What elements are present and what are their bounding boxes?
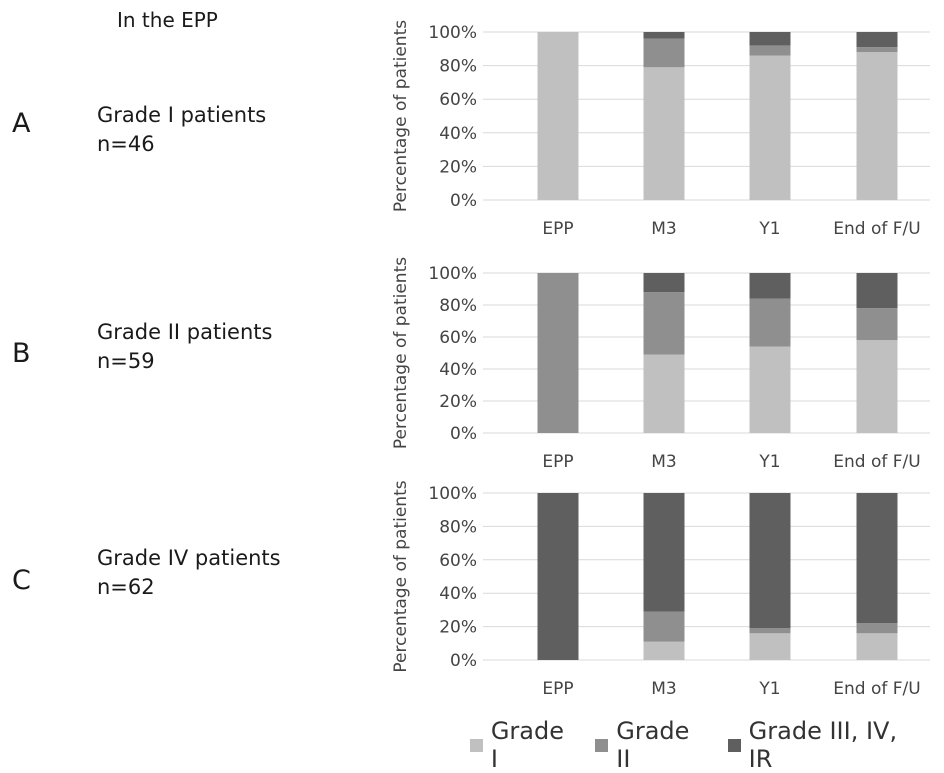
x-tick-label: End of F/U [833,679,920,699]
bar-y1-grade-iii-iv-ir [749,273,791,299]
y-tick-label: 20% [439,157,477,177]
panel-b-group: Grade II patients [97,320,273,344]
x-tick-label: EPP [542,679,573,699]
bar-end-of-f-u-grade-i [856,633,898,660]
panel-a-group: Grade I patients [97,103,267,127]
bar-m3-grade-i [643,67,685,200]
y-axis-label: Percentage of patients [391,257,411,449]
bar-end-of-f-u-grade-iii-iv-ir [856,493,898,624]
x-tick-label: M3 [651,219,676,239]
x-tick-label: M3 [651,452,676,472]
x-tick-label: Y1 [758,452,780,472]
y-tick-label: 40% [439,124,477,144]
bar-y1-grade-iii-iv-ir [749,32,791,46]
x-tick-label: EPP [542,219,573,239]
bar-y1-grade-ii [749,298,791,347]
legend-item-grade-iii-iv-ir: Grade III, IV, IR [727,717,926,773]
y-tick-label: 20% [439,618,477,638]
chart-panel-3: 0% 20% 40% 60% 80% 100% Percentage of patients… [391,480,930,699]
y-tick-label: 60% [439,328,477,348]
x-tick-label: Y1 [758,219,780,239]
y-axis-label: Percentage of patients [391,20,411,212]
chart-panel-2: 0% 20% 40% 60% 80% 100% Percentage of patients… [391,257,930,472]
x-tick-label: End of F/U [833,452,920,472]
panel-c-n: n=62 [97,575,155,599]
y-tick-label: 80% [439,296,477,316]
y-tick-label: 40% [439,584,477,604]
y-tick-label: 100% [428,264,477,284]
legend-label-grade-ii: Grade II [616,717,690,773]
bar-end-of-f-u-grade-i [856,340,898,433]
x-tick-label: Y1 [758,679,780,699]
bar-end-of-f-u-grade-iii-iv-ir [856,32,898,48]
legend-label-grade-i: Grade I [490,717,564,773]
y-tick-label: 100% [428,484,477,504]
legend-swatch-grade-ii [595,738,609,752]
panel-c-label: Grade IV patients n=62 [97,544,281,602]
legend-label-grade-iii-iv-ir: Grade III, IV, IR [748,717,898,773]
bar-epp-grade-iii-iv-ir [537,493,579,660]
bar-epp-grade-i [537,32,579,200]
bar-y1-grade-i [749,633,791,660]
panel-b-label: Grade II patients n=59 [97,318,272,376]
y-tick-label: 20% [439,392,477,412]
legend-swatch-grade-iii-iv-ir [727,738,741,752]
bar-epp-grade-ii [537,273,579,433]
bar-y1-grade-i [749,346,791,433]
x-tick-label: EPP [542,452,573,472]
panel-letter-b: B [12,338,31,369]
y-tick-label: 80% [439,517,477,537]
panel-letter-c: C [12,565,31,596]
bar-m3-grade-i [643,354,685,433]
panel-c-group: Grade IV patients [97,546,281,570]
legend-item-grade-i: Grade I [470,717,577,773]
bar-y1-grade-ii [749,45,791,56]
bar-y1-grade-i [749,55,791,200]
bar-m3-grade-i [643,641,685,660]
bar-m3-grade-iii-iv-ir [643,273,685,293]
chart-panel-1: 0% 20% 40% 60% 80% 100% Percentage of patients… [391,20,930,239]
bar-m3-grade-iii-iv-ir [643,32,685,39]
bar-end-of-f-u-grade-ii [856,47,898,53]
bar-y1-grade-ii [749,628,791,634]
bar-m3-grade-iii-iv-ir [643,493,685,612]
panel-b-n: n=59 [97,349,155,373]
panel-letter-a: A [12,108,31,139]
y-tick-label: 0% [450,191,477,211]
panel-a-n: n=46 [97,132,155,156]
bar-m3-grade-ii [643,38,685,68]
bar-end-of-f-u-grade-ii [856,623,898,634]
legend-swatch-grade-i [470,738,483,752]
y-tick-label: 80% [439,57,477,77]
bar-y1-grade-iii-iv-ir [749,493,791,629]
bar-m3-grade-ii [643,292,685,355]
y-tick-label: 60% [439,551,477,571]
y-tick-label: 60% [439,90,477,110]
x-tick-label: End of F/U [833,219,920,239]
x-tick-label: M3 [651,679,676,699]
bar-m3-grade-ii [643,611,685,642]
y-tick-label: 0% [450,651,477,671]
panel-a-label: Grade I patients n=46 [97,101,266,159]
y-tick-label: 100% [428,23,477,43]
header-title: In the EPP [117,8,218,32]
legend: Grade I Grade II Grade III, IV, IR [470,717,944,773]
y-tick-label: 0% [450,424,477,444]
bar-end-of-f-u-grade-iii-iv-ir [856,273,898,309]
bar-end-of-f-u-grade-ii [856,308,898,341]
legend-item-grade-ii: Grade II [595,717,709,773]
y-tick-label: 40% [439,360,477,380]
y-axis-label: Percentage of patients [391,480,411,672]
bar-end-of-f-u-grade-i [856,52,898,200]
